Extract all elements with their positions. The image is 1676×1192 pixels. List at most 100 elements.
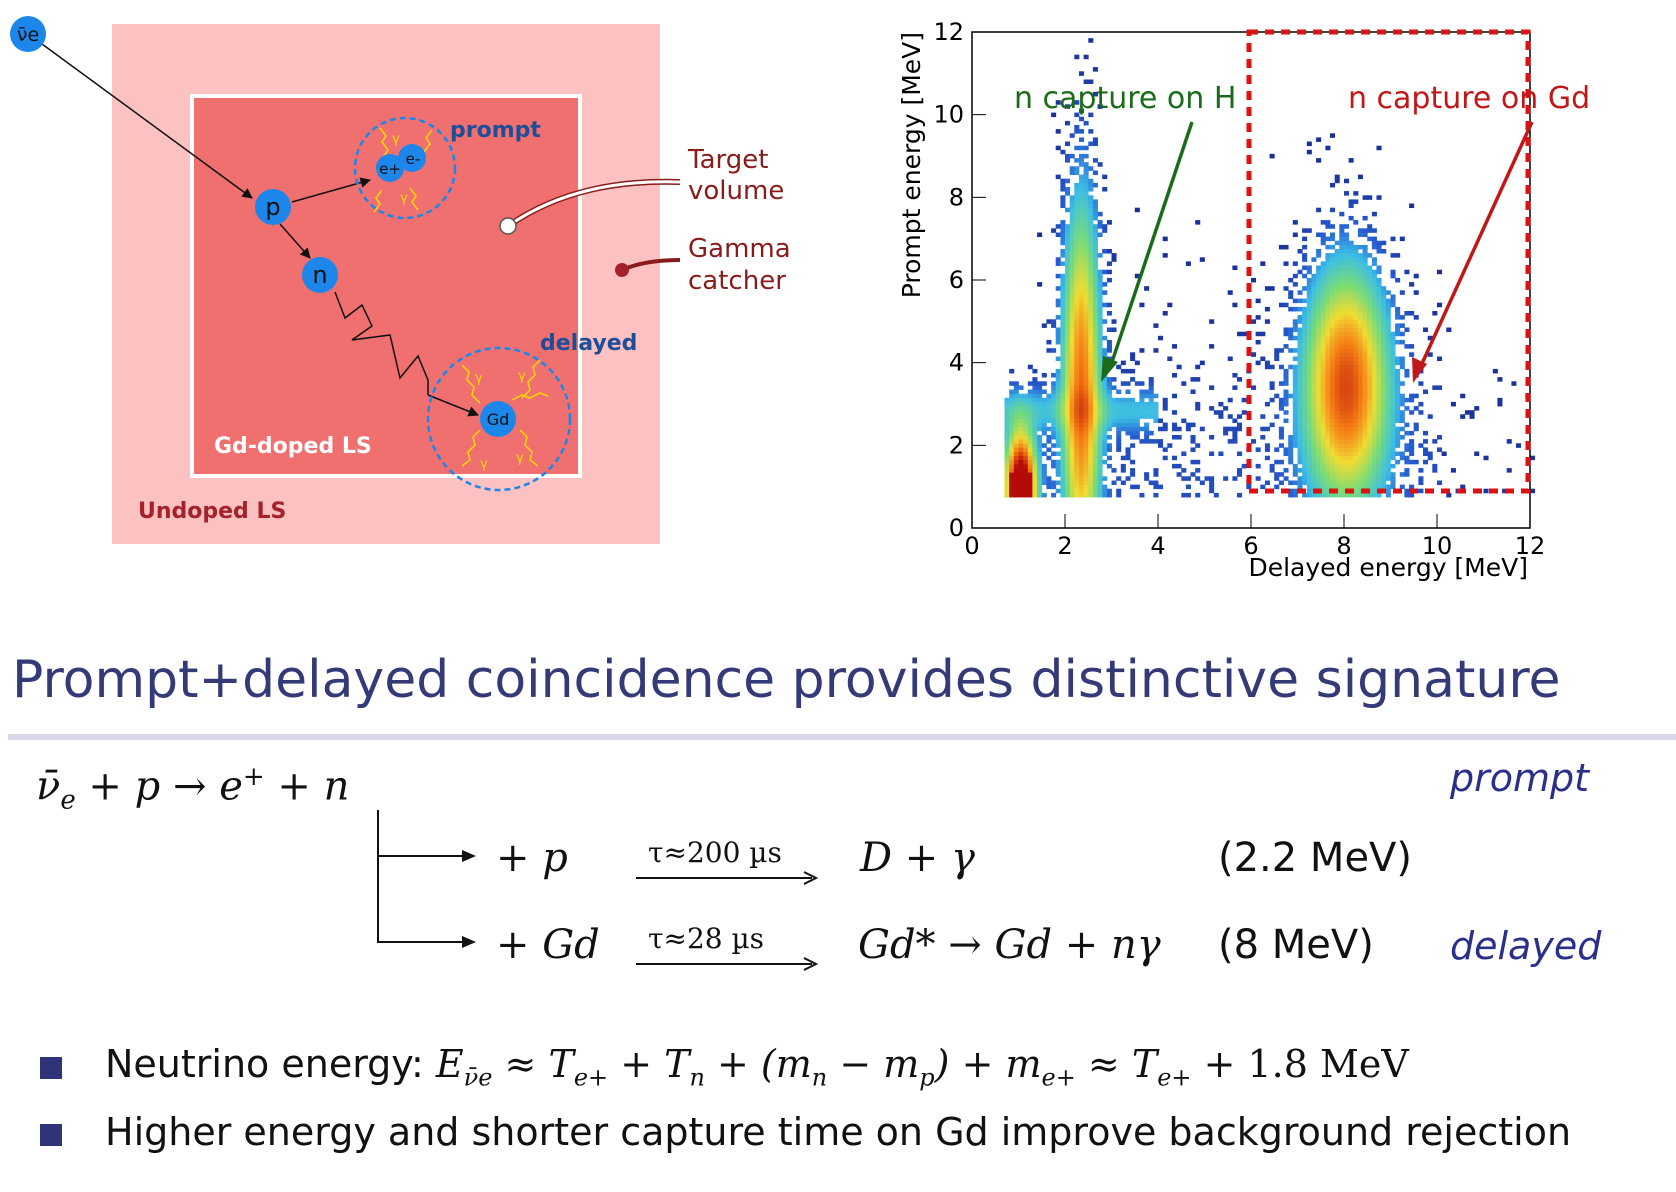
heatmap-cell bbox=[1353, 265, 1359, 271]
heatmap-cell bbox=[1065, 348, 1071, 353]
heatmap-cell bbox=[1079, 294, 1085, 300]
heatmap-cell bbox=[1046, 480, 1052, 486]
heatmap-cell bbox=[1018, 430, 1024, 436]
heatmap-cell bbox=[1344, 348, 1350, 353]
heatmap-cell bbox=[1376, 463, 1382, 469]
heatmap-cell bbox=[1092, 298, 1098, 304]
heatmap-cell bbox=[1041, 323, 1047, 328]
heatmap-cell bbox=[1353, 269, 1359, 275]
heatmap-cell bbox=[1209, 451, 1215, 457]
heatmap-cell bbox=[1088, 166, 1094, 171]
x-tick-label: 0 bbox=[964, 532, 979, 560]
heatmap-cell bbox=[1134, 426, 1140, 432]
heatmap-cell bbox=[1074, 236, 1080, 242]
heatmap-cell bbox=[1297, 364, 1303, 370]
heatmap-cell bbox=[1060, 414, 1066, 419]
heatmap-cell bbox=[1269, 286, 1275, 291]
heatmap-cell bbox=[1079, 352, 1085, 357]
heatmap-cell bbox=[1423, 439, 1429, 444]
heatmap-cell bbox=[1376, 331, 1382, 337]
heatmap-cell bbox=[1069, 195, 1075, 200]
heatmap-cell bbox=[1153, 406, 1159, 411]
heatmap-cell bbox=[1348, 269, 1354, 275]
heatmap-cell bbox=[1334, 240, 1340, 246]
heatmap-cell bbox=[1079, 187, 1085, 192]
gamma-line bbox=[519, 429, 539, 467]
heatmap-cell bbox=[1037, 389, 1043, 395]
heatmap-cell bbox=[1320, 418, 1326, 424]
heatmap-cell bbox=[1339, 397, 1345, 403]
heatmap-cell bbox=[1325, 265, 1331, 271]
heatmap-cell bbox=[1088, 129, 1094, 134]
heatmap-cell bbox=[1330, 269, 1336, 275]
heatmap-cell bbox=[1376, 298, 1382, 304]
heatmap-cell bbox=[1269, 463, 1275, 469]
heatmap-cell bbox=[1339, 484, 1345, 490]
branch1-arrow bbox=[636, 871, 819, 885]
heatmap-cell bbox=[1097, 339, 1103, 345]
heatmap-cell bbox=[1065, 331, 1071, 337]
heatmap-cell bbox=[1023, 463, 1029, 469]
heatmap-cell bbox=[1353, 302, 1359, 308]
heatmap-cell bbox=[1311, 294, 1317, 300]
heatmap-cell bbox=[1065, 207, 1071, 213]
heatmap-cell bbox=[1065, 410, 1071, 415]
heatmap-cell bbox=[1423, 459, 1429, 465]
heatmap-cell bbox=[1348, 385, 1354, 390]
gamma-catcher-marker bbox=[615, 263, 629, 277]
heatmap-cell bbox=[1148, 480, 1154, 486]
heatmap-cell bbox=[1079, 472, 1085, 477]
heatmap-cell bbox=[1092, 389, 1098, 395]
heatmap-cell bbox=[1092, 356, 1098, 362]
heatmap-cell bbox=[1399, 356, 1405, 362]
heatmap-cell bbox=[1055, 426, 1061, 432]
heatmap-cell bbox=[1381, 451, 1387, 457]
gamma-catcher-label: catcher bbox=[688, 266, 786, 296]
heatmap-cell bbox=[1083, 443, 1089, 448]
heatmap-cell bbox=[1376, 294, 1382, 300]
branch2-arrow bbox=[636, 957, 819, 971]
heatmap-cell bbox=[1390, 422, 1396, 428]
heatmap-cell bbox=[1092, 240, 1098, 246]
heatmap-cell bbox=[1334, 306, 1340, 312]
heatmap-cell bbox=[1223, 430, 1229, 436]
heatmap-cell bbox=[1172, 393, 1178, 399]
heatmap-cell bbox=[1311, 273, 1317, 279]
heatmap-cell bbox=[1167, 302, 1173, 308]
heatmap-cell bbox=[1027, 418, 1033, 424]
heatmap-cell bbox=[1390, 335, 1396, 341]
heatmap-cell bbox=[1079, 373, 1085, 378]
heatmap-cell bbox=[1055, 377, 1061, 382]
heatmap-cell bbox=[1055, 373, 1061, 378]
heatmap-cell bbox=[1292, 323, 1298, 328]
heatmap-cell bbox=[1130, 406, 1136, 411]
heatmap-cell bbox=[1292, 220, 1298, 225]
heatmap-cell bbox=[1376, 145, 1382, 151]
heatmap-cell bbox=[1292, 492, 1298, 498]
heatmap-cell bbox=[1079, 377, 1085, 382]
heatmap-cell bbox=[1032, 480, 1038, 486]
heatmap-cell bbox=[1306, 443, 1312, 448]
heatmap-cell bbox=[1092, 323, 1098, 328]
heatmap-cell bbox=[1223, 406, 1229, 411]
heatmap-cell bbox=[1353, 418, 1359, 424]
heatmap-cell bbox=[1041, 472, 1047, 477]
heatmap-cell bbox=[1088, 302, 1094, 308]
heatmap-cell bbox=[1083, 199, 1089, 204]
heatmap-cell bbox=[1288, 393, 1294, 399]
heatmap-cell bbox=[1344, 418, 1350, 424]
heatmap-cell bbox=[1334, 480, 1340, 486]
heatmap-cell bbox=[1288, 459, 1294, 465]
heatmap-cell bbox=[1065, 224, 1071, 229]
heatmap-cell bbox=[1390, 344, 1396, 349]
heatmap-cell bbox=[1334, 360, 1340, 366]
heatmap-cell bbox=[1083, 430, 1089, 436]
heatmap-cell bbox=[1074, 302, 1080, 308]
heatmap-cell bbox=[1274, 447, 1280, 452]
heatmap-cell bbox=[1362, 472, 1368, 477]
heatmap-cell bbox=[1353, 435, 1359, 440]
heatmap-cell bbox=[1255, 298, 1261, 304]
heatmap-cell bbox=[1032, 377, 1038, 382]
heatmap-cell bbox=[1069, 261, 1075, 266]
heatmap-cell bbox=[1367, 228, 1373, 233]
